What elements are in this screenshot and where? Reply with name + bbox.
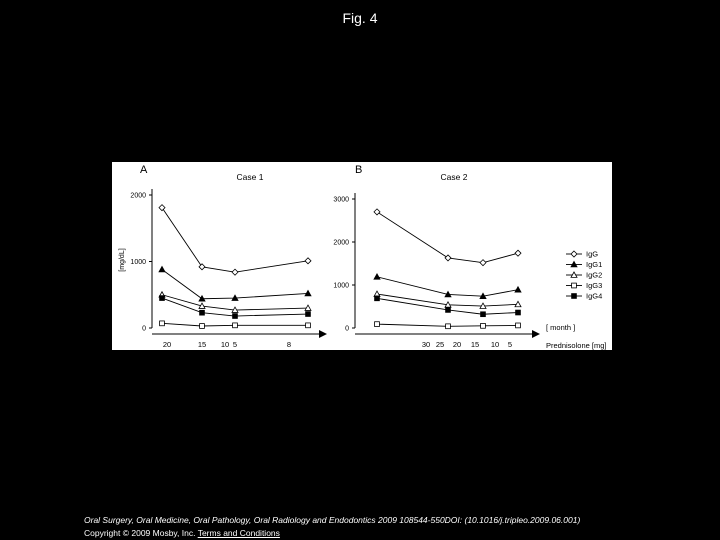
point-igg	[198, 263, 206, 271]
x-axis-arrowhead	[319, 330, 327, 338]
point-igg1	[373, 273, 381, 280]
point-igg	[373, 208, 381, 216]
series-line-igg3	[376, 323, 519, 327]
dose-label: 30	[422, 340, 430, 349]
dose-label: 10	[221, 340, 229, 349]
dose-label: 5	[508, 340, 512, 349]
point-igg	[158, 204, 166, 212]
point-igg	[514, 249, 522, 257]
point-igg1	[158, 265, 166, 273]
figure-panel: A Case 1 0 1000 2000 [mg/dL] 20 15 10 5 8 B Case 2 0 1…	[112, 162, 612, 350]
legend-marker-igg2	[570, 271, 578, 278]
point-igg2	[198, 302, 206, 309]
copyright-text: Copyright © 2009 Mosby, Inc.	[84, 528, 196, 538]
point-igg3	[480, 323, 486, 329]
point-igg4	[199, 309, 205, 316]
point-igg2	[304, 304, 312, 311]
chart-title-1: Case 1	[237, 172, 264, 182]
chart-svg: A Case 1 0 1000 2000 [mg/dL] 20 15 10 5 8 B Case 2 0 1…	[119, 164, 606, 350]
series-line-igg1	[376, 276, 519, 297]
point-igg3	[515, 322, 521, 329]
point-igg	[444, 254, 452, 262]
point-igg3	[199, 323, 205, 329]
point-igg4	[515, 309, 521, 316]
point-igg4	[374, 295, 380, 302]
legend-marker-igg4	[571, 293, 577, 299]
chart-title-2: Case 2	[441, 172, 468, 182]
y-tick-label: 0	[142, 326, 146, 333]
series-line-igg	[376, 211, 519, 264]
legend-label: IgG3	[586, 281, 602, 290]
series-line-igg3	[161, 322, 308, 327]
panel-letter-a: A	[140, 164, 148, 176]
citation-text: Oral Surgery, Oral Medicine, Oral Pathol…	[84, 515, 581, 525]
y-tick-label: 2000	[130, 193, 146, 200]
y-tick-label: 2000	[333, 240, 349, 247]
legend-marker-igg3	[571, 282, 577, 289]
figure-title: Fig. 4	[342, 10, 378, 26]
point-igg	[231, 268, 239, 276]
point-igg1	[304, 289, 312, 297]
point-igg2	[514, 300, 522, 308]
series-line-igg	[161, 207, 309, 273]
y-tick-label: 0	[345, 326, 349, 333]
series-line-igg2	[376, 293, 519, 307]
copyright-line: Copyright © 2009 Mosby, Inc. Terms and C…	[84, 528, 280, 538]
month-axis-note: [ month ]	[546, 323, 575, 332]
series-line-igg4	[376, 297, 519, 315]
dose-label: 20	[163, 340, 171, 349]
panel-letter-b: B	[355, 164, 362, 176]
legend-label: IgG1	[586, 260, 602, 269]
point-igg4	[159, 295, 165, 301]
legend-marker-igg	[570, 250, 578, 258]
series-line-igg1	[161, 269, 309, 300]
point-igg3	[374, 321, 380, 327]
point-igg3	[159, 320, 165, 327]
point-igg1	[198, 294, 206, 302]
point-igg4	[232, 313, 238, 319]
legend-label: IgG4	[586, 292, 602, 301]
terms-and-conditions-link[interactable]: Terms and Conditions	[197, 528, 280, 538]
y-tick-label: 1000	[333, 283, 349, 290]
point-igg4	[480, 311, 486, 318]
dose-label: 8	[287, 340, 291, 349]
point-igg	[304, 257, 312, 265]
x-axis-arrowhead	[532, 330, 540, 338]
dose-label: 5	[233, 340, 237, 349]
dose-label: 25	[436, 340, 444, 349]
dose-label: 15	[471, 340, 479, 349]
point-igg	[479, 259, 487, 267]
y-tick-label: 3000	[333, 197, 349, 204]
point-igg1	[444, 290, 452, 298]
point-igg4	[305, 311, 311, 317]
series-line-igg4	[161, 297, 309, 317]
legend-label: IgG2	[586, 271, 602, 280]
point-igg1	[514, 285, 522, 293]
point-igg3	[305, 322, 311, 329]
dose-label: 15	[198, 340, 206, 349]
series-line-igg2	[161, 294, 309, 311]
point-igg3	[232, 322, 238, 329]
point-igg1	[231, 294, 239, 301]
point-igg1	[479, 292, 487, 299]
legend-label: IgG	[586, 250, 598, 259]
point-igg4	[445, 307, 451, 313]
y-tick-label: 1000	[130, 259, 146, 266]
dose-axis-note: Prednisolone [mg]	[546, 341, 606, 350]
legend-marker-igg1	[570, 260, 578, 268]
y-axis-label: [mg/dL]	[119, 248, 126, 271]
point-igg2	[479, 302, 487, 309]
dose-label: 10	[491, 340, 499, 349]
point-igg3	[445, 323, 451, 330]
point-igg2	[231, 306, 239, 313]
dose-label: 20	[453, 340, 461, 349]
